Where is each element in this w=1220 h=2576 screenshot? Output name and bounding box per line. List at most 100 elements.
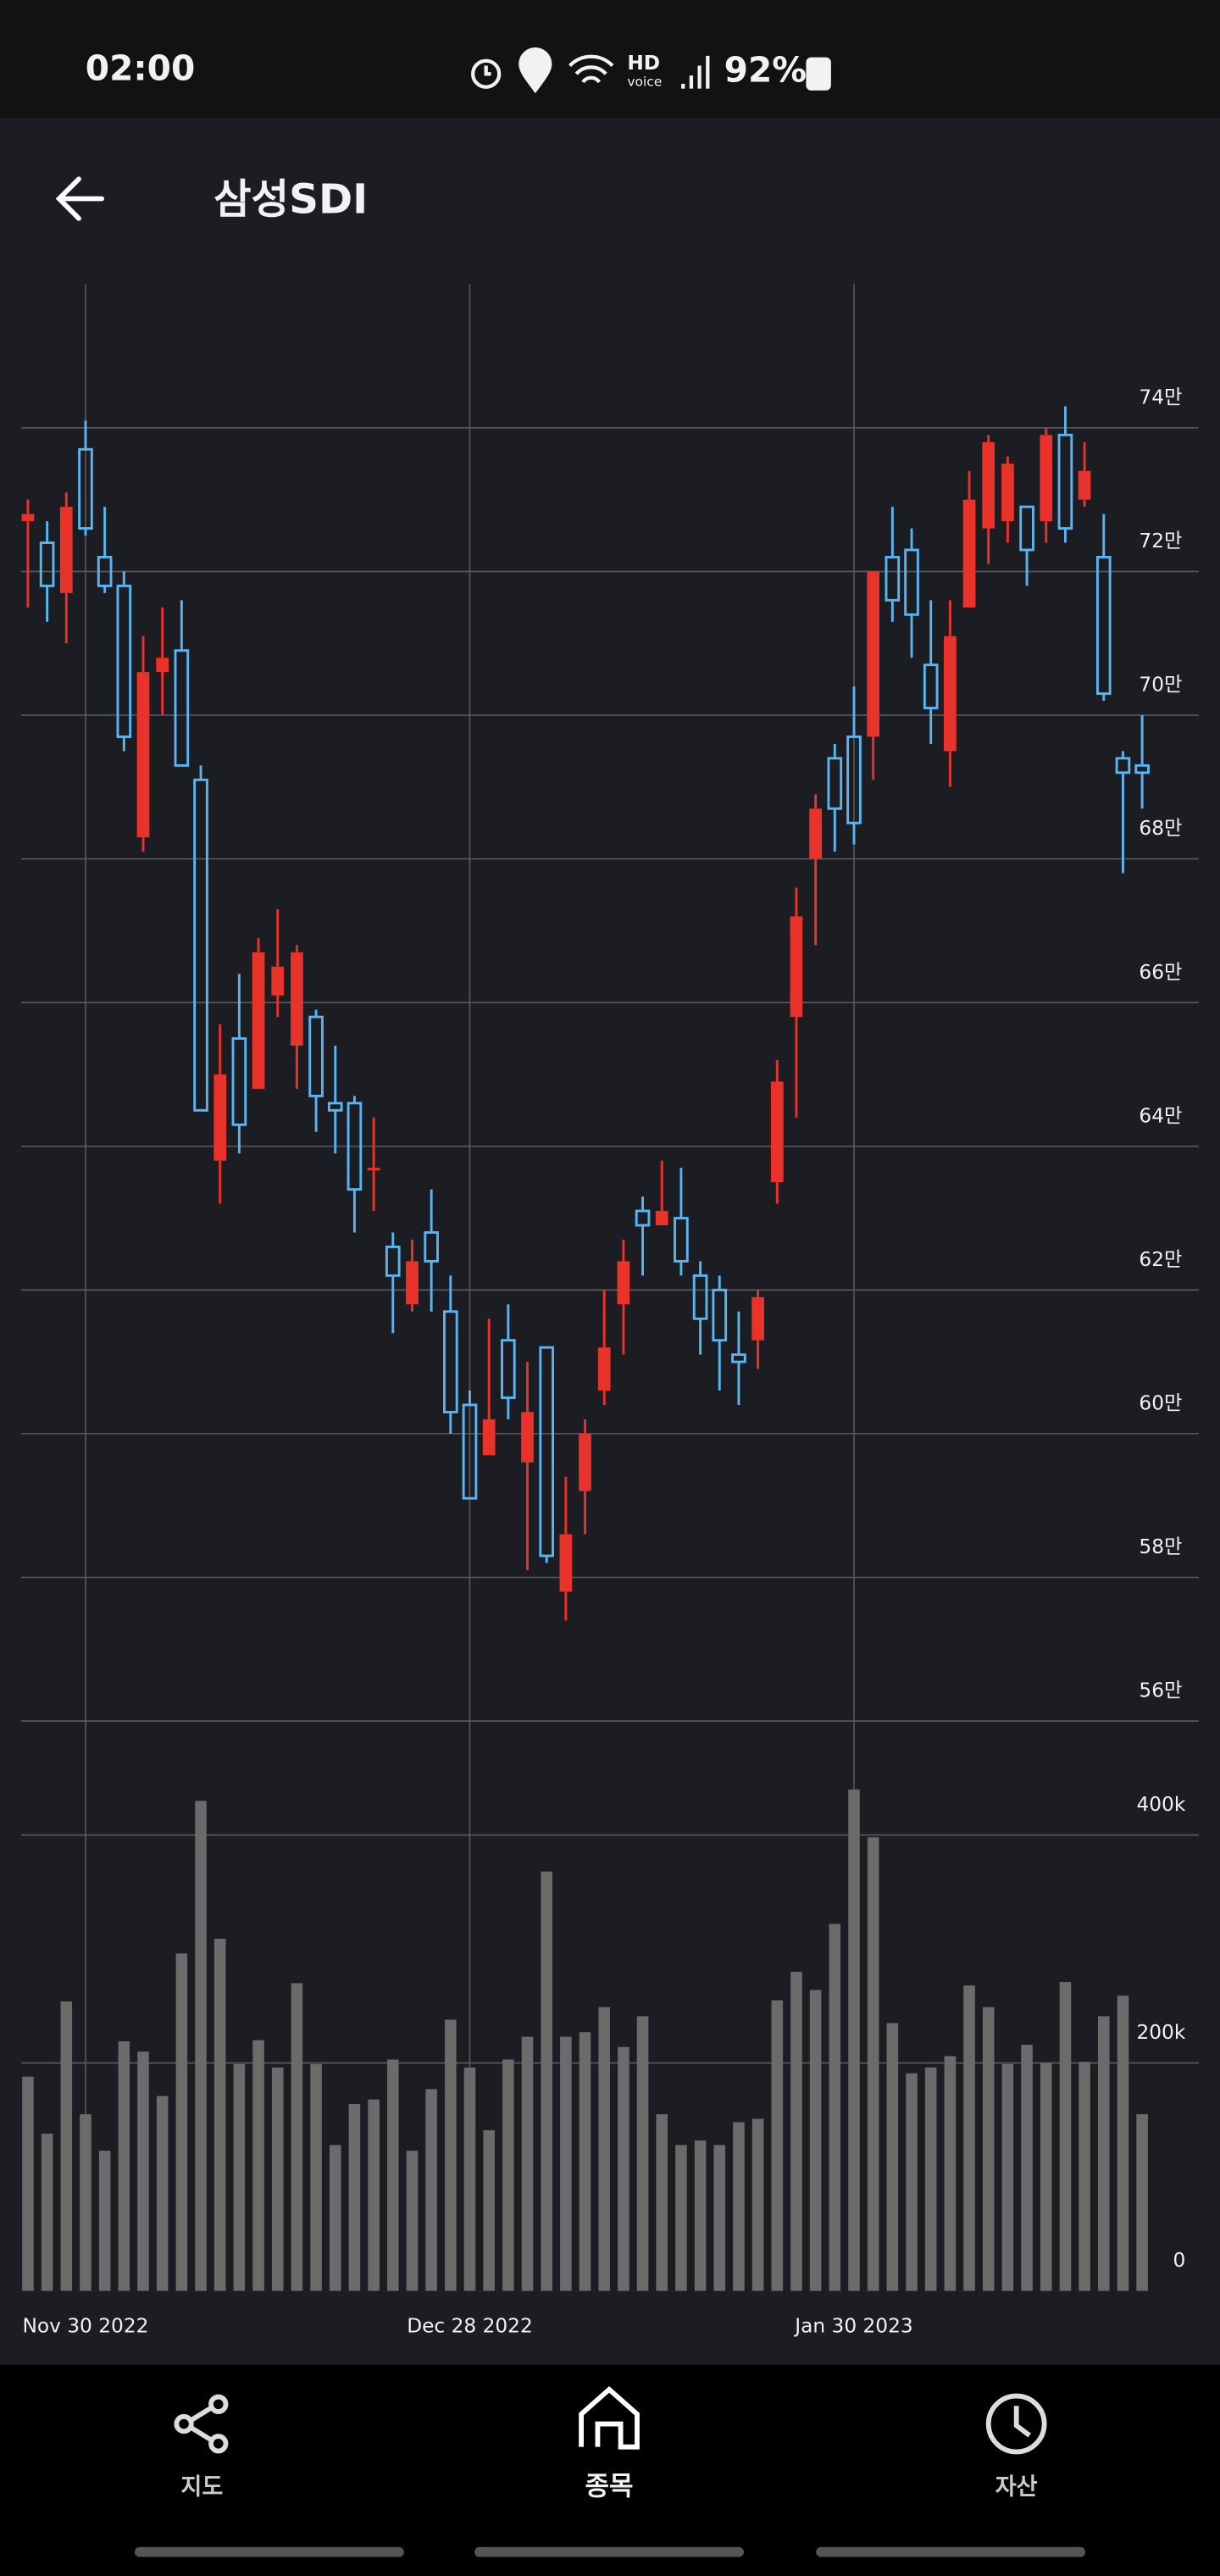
volume-bar [694, 2140, 707, 2291]
volume-bar [963, 1985, 975, 2291]
candle-body [1040, 435, 1053, 522]
candle-body [944, 636, 957, 752]
volume-bar [636, 2016, 649, 2291]
nav-label[interactable]: 지도 [180, 2474, 223, 2501]
candle-body [962, 499, 976, 608]
volume-bar [214, 1938, 226, 2291]
y-tick-label: 56만 [1139, 1679, 1182, 1702]
volume-bar [387, 2059, 399, 2291]
candle-body [635, 1209, 651, 1227]
back-button[interactable] [55, 176, 105, 221]
y-tick-label: 58만 [1139, 1535, 1182, 1558]
candle-body [442, 1310, 458, 1413]
volume-bar [713, 2145, 726, 2291]
volume-bar [618, 2046, 629, 2291]
volume-bar [1059, 1982, 1072, 2291]
volume-bar [809, 1990, 822, 2291]
volume-bar [733, 2122, 745, 2291]
volume-bar [1040, 2062, 1052, 2291]
page-title: 삼성SDI [214, 175, 368, 223]
candle-body [904, 548, 919, 616]
volume-bar [982, 2007, 995, 2291]
volume-bar [463, 2067, 476, 2291]
x-tick-label: Dec 28 2022 [407, 2315, 533, 2338]
candle-body [655, 1211, 668, 1226]
candle-body [424, 1231, 439, 1263]
bottom-nav [0, 2364, 1220, 2576]
candle-body [39, 541, 55, 587]
candle-body [174, 649, 190, 767]
volume-bar [156, 2096, 169, 2291]
volume-bar [41, 2133, 53, 2291]
status-icons [471, 47, 831, 94]
volume-bar [195, 1801, 207, 2291]
volume-bar [598, 2007, 610, 2291]
volume-bar [502, 2059, 514, 2291]
candle-body [1057, 433, 1073, 530]
candle-body [674, 1217, 689, 1263]
volume-bar [310, 2063, 322, 2291]
candle-body [482, 1418, 496, 1456]
candle-body [116, 584, 132, 738]
candle-body [21, 514, 35, 522]
candle-body [1134, 763, 1150, 774]
nav-icons [174, 2385, 1047, 2455]
volume-bar [906, 2073, 918, 2291]
candle-body [214, 1074, 227, 1161]
candle-body [136, 672, 150, 838]
y-tick-label: 64만 [1139, 1104, 1182, 1127]
candle-body [1078, 470, 1091, 500]
battery-level: 92% [724, 49, 807, 90]
volume-bar [329, 2145, 341, 2291]
volume-bar [98, 2151, 111, 2291]
volume-bar [579, 2032, 591, 2291]
volume-bar [233, 2063, 246, 2291]
candle-body [59, 507, 73, 593]
volume-bar [1117, 1996, 1129, 2291]
volume-bar [656, 2114, 668, 2291]
volume-bar [771, 2000, 784, 2291]
volume-bar [560, 2036, 572, 2291]
volume-bar [521, 2036, 534, 2291]
nav-label[interactable]: 종목 [585, 2472, 634, 2502]
candle-body [731, 1353, 746, 1363]
candle-body [617, 1261, 630, 1305]
candle-body [271, 966, 285, 996]
candle-body [1115, 757, 1131, 774]
candle-body [884, 556, 901, 602]
candle-body [97, 556, 113, 587]
volume-bar [1079, 2062, 1090, 2291]
volume-bar [271, 2067, 284, 2291]
candle-body [501, 1339, 516, 1399]
candle-body [579, 1433, 591, 1491]
nav-label[interactable]: 자산 [995, 2474, 1038, 2501]
status-time: 02:00 [86, 47, 196, 88]
volume-bar [1098, 2016, 1110, 2291]
status-voice: voice [627, 74, 662, 89]
candle-body [692, 1274, 708, 1320]
y-tick-label: 74만 [1139, 386, 1182, 408]
y-tick-label: 68만 [1139, 817, 1182, 840]
volume-bar [1136, 2114, 1148, 2291]
y-tick-label: 60만 [1139, 1392, 1182, 1415]
candle-body [347, 1102, 363, 1191]
candle-body [78, 447, 93, 530]
volume-bar [291, 1983, 303, 2291]
candle-body [770, 1081, 784, 1183]
candle-body [367, 1168, 380, 1171]
volume-bar [348, 2103, 361, 2291]
volume-bar [867, 1837, 879, 2291]
volume-bar [483, 2129, 495, 2291]
candle-body [867, 571, 880, 737]
volume-bar [1001, 2063, 1014, 2291]
y-tick-label: 400k [1136, 1793, 1185, 1816]
volume-bar [944, 2056, 957, 2291]
candle-body [406, 1261, 419, 1305]
candle-body [923, 663, 939, 709]
gesture-bars [134, 2546, 1086, 2557]
volume-bar [368, 2099, 380, 2291]
candle-body [846, 735, 862, 824]
candle-body [827, 757, 843, 810]
candle-body [1095, 556, 1112, 696]
